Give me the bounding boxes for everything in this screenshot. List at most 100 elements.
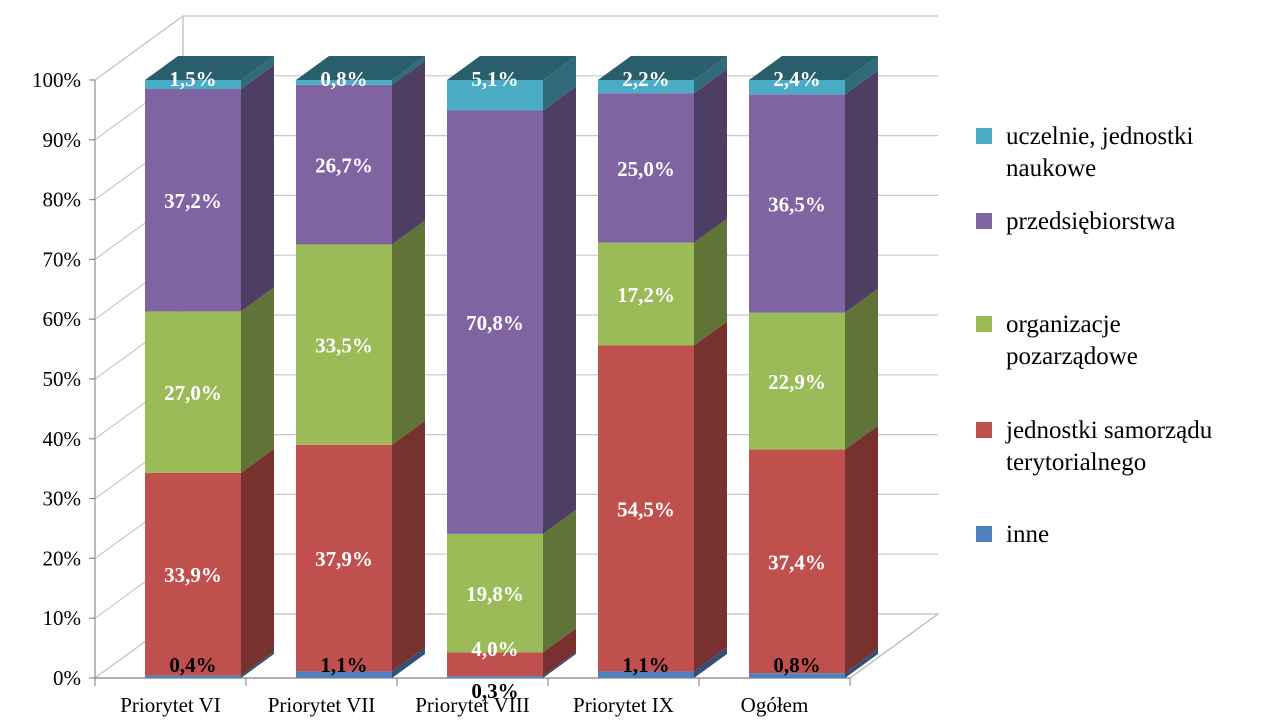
data-label: 37,4% — [768, 550, 826, 574]
bar-segment — [296, 220, 425, 445]
legend-item: organizacje pozarządowe — [976, 311, 1138, 370]
bar-segment — [749, 70, 878, 313]
data-label: 37,9% — [315, 547, 373, 571]
legend-square-icon — [976, 526, 992, 542]
bar-segment-side — [694, 69, 727, 243]
data-label: 0,8% — [773, 653, 820, 677]
bar-segment-front — [598, 93, 694, 243]
bar-segment-front — [296, 84, 392, 245]
data-label: 0,4% — [169, 653, 216, 677]
bar-segment-side — [392, 647, 425, 678]
category-label: Ogółem — [741, 693, 809, 717]
bar-segment — [598, 321, 727, 672]
data-label: 22,9% — [768, 370, 826, 394]
bar-segment — [598, 218, 727, 346]
y-tick-label: 0% — [53, 666, 81, 690]
bar-segment — [447, 86, 576, 534]
bar-segment-side — [241, 64, 274, 312]
data-label: 4,0% — [471, 637, 518, 661]
y-tick-label: 100% — [32, 68, 81, 92]
bar-segment-side — [543, 86, 576, 534]
bar-segment-front — [598, 671, 694, 678]
bar-segment-front — [145, 675, 241, 678]
bar-segment-front — [145, 88, 241, 312]
bar-segment — [447, 628, 576, 677]
legend-item: przedsiębiorstwa — [976, 208, 1175, 235]
bar-segment-side — [392, 56, 425, 85]
data-label: 1,5% — [169, 67, 216, 91]
data-label: 5,1% — [471, 67, 518, 91]
bar-segment-side — [392, 60, 425, 245]
bar-segment — [598, 56, 727, 94]
bar-segment-front — [145, 311, 241, 473]
data-label: 36,5% — [768, 192, 826, 216]
bar-segment-side — [845, 649, 878, 678]
bar-top-face — [145, 56, 274, 80]
legend-square-icon — [976, 213, 992, 229]
bar-segment-front — [296, 444, 392, 672]
bar-segment-side — [845, 70, 878, 313]
bar-segment-front — [749, 312, 845, 450]
y-tick-label: 30% — [43, 487, 82, 511]
legend-label: przedsiębiorstwa — [1006, 208, 1175, 235]
y-tick-label: 10% — [43, 606, 82, 630]
data-label: 2,4% — [773, 67, 820, 91]
bar-segment-front — [749, 449, 845, 674]
bar-segment-front — [749, 94, 845, 313]
bar-segment-side — [694, 647, 727, 678]
bar-segment-front — [145, 472, 241, 676]
legend-item: inne — [976, 521, 1049, 548]
bar-segment-side — [845, 56, 878, 95]
gridline-side-wall — [94, 15, 184, 81]
legend-label: inne — [1006, 521, 1049, 548]
bar-segment-side — [241, 287, 274, 473]
data-label: 19,8% — [466, 582, 524, 606]
bar-segment-front — [598, 242, 694, 346]
bar-segment — [598, 647, 727, 678]
bar-segment — [145, 64, 274, 312]
bar-segment-side — [845, 425, 878, 674]
legend-item: uczelnie, jednostki naukowe — [976, 123, 1193, 182]
legend-label: jednostki samorządu — [1005, 417, 1213, 444]
bar-segment — [447, 56, 576, 111]
data-labels: 0,4% 33,9% 27,0% 37,2% 1,5% 1,1% 37,9% 33,5% 26,… — [164, 67, 826, 703]
bar-segment-side — [241, 651, 274, 678]
bar-segment — [145, 651, 274, 678]
category-label: Priorytet IX — [573, 693, 674, 717]
y-tick-label: 90% — [43, 128, 82, 152]
bar-segment-front — [296, 671, 392, 678]
bar-segment — [447, 509, 576, 653]
category-label: Priorytet VI — [120, 693, 221, 717]
bar-segment-side — [694, 218, 727, 346]
bar-segment-side — [543, 509, 576, 653]
bar-segment-front — [447, 652, 543, 677]
bar-segment-front — [296, 80, 392, 85]
bar-segment — [296, 420, 425, 672]
bar-segment — [296, 60, 425, 245]
bar-top-face — [296, 56, 425, 80]
data-label: 2,2% — [622, 67, 669, 91]
y-tick-label: 20% — [43, 546, 82, 570]
bar-segment-front — [447, 80, 543, 111]
bar-segment — [749, 288, 878, 450]
y-tick-label: 80% — [43, 188, 82, 212]
bars — [145, 56, 878, 678]
y-tick-label: 60% — [43, 307, 82, 331]
bar-segment — [296, 56, 425, 85]
data-label: 25,0% — [617, 157, 675, 181]
legend-label: naukowe — [1006, 155, 1096, 182]
bar-segment-front — [598, 80, 694, 94]
bar-segment-front — [447, 533, 543, 653]
data-label: 54,5% — [617, 497, 675, 521]
bar-segment-front — [296, 244, 392, 445]
bar-column — [749, 56, 878, 678]
legend-square-icon — [976, 128, 992, 144]
bar-segment — [145, 287, 274, 473]
data-label: 0,3% — [471, 679, 518, 703]
bar-top-face — [598, 56, 727, 80]
category-label: Priorytet VII — [268, 693, 376, 717]
legend-item: jednostki samorządu terytorialnego — [976, 417, 1213, 476]
bar-segment-front — [145, 80, 241, 89]
